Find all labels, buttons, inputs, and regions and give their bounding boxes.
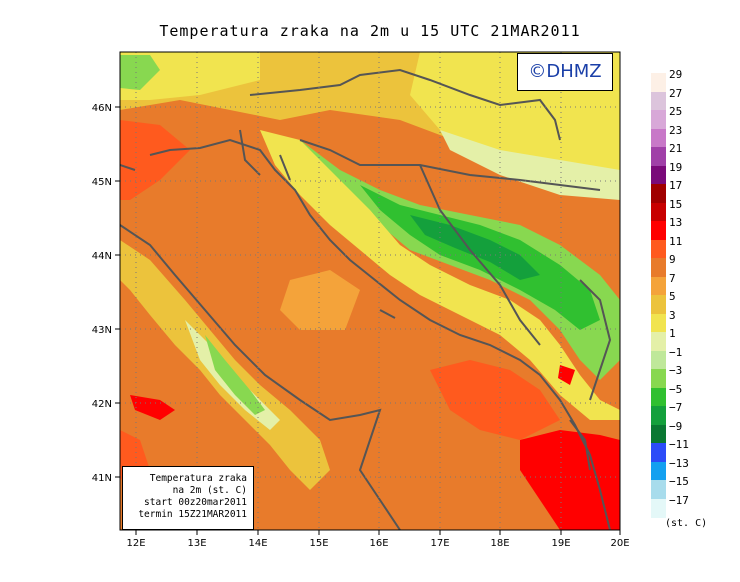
legend-swatch <box>651 91 666 111</box>
lon-label: 19E <box>551 538 570 549</box>
info-line: na 2m (st. C) <box>172 485 247 496</box>
lon-label: 17E <box>430 538 449 549</box>
legend-swatch <box>651 498 666 518</box>
legend-swatch <box>651 165 666 185</box>
legend-label: 19 <box>669 160 683 174</box>
dhmz-brand-label: ©DHMZ <box>517 53 613 91</box>
legend-label: −5 <box>669 382 683 396</box>
grid-lines <box>120 52 620 530</box>
legend-swatch <box>651 350 666 370</box>
legend-label: 25 <box>669 105 683 118</box>
lon-label: 18E <box>490 538 509 549</box>
legend-label: 15 <box>669 197 683 211</box>
legend-swatch <box>651 387 666 407</box>
legend-swatch <box>651 147 666 166</box>
lon-label: 20E <box>610 538 629 549</box>
legend-swatch <box>651 202 666 222</box>
legend-label: −17 <box>669 493 689 507</box>
lat-label: 41N <box>92 473 112 484</box>
info-line: termin 15Z21MAR2011 <box>138 509 247 520</box>
legend-swatch <box>651 332 666 351</box>
plot-frame <box>119 51 621 531</box>
legend-label: 23 <box>669 123 683 137</box>
legend-swatch <box>651 184 666 203</box>
legend-label: 1 <box>669 327 676 340</box>
legend-units: (st. C) <box>665 518 708 529</box>
legend-swatch <box>651 443 666 462</box>
legend-swatch <box>651 480 666 499</box>
lon-label: 14E <box>248 538 267 549</box>
legend-label: −3 <box>669 364 683 377</box>
legend-label: 3 <box>669 308 676 322</box>
legend-swatch <box>651 276 666 296</box>
lat-label: 44N <box>92 251 112 262</box>
legend-swatch <box>651 110 666 129</box>
legend-swatch <box>651 258 666 277</box>
lat-label: 42N <box>92 399 112 410</box>
legend-label: −15 <box>669 475 689 488</box>
legend-swatch <box>651 461 666 481</box>
legend-label: 27 <box>669 86 683 100</box>
lon-labels: 12E 13E 14E 15E 16E 17E 18E 19E 20E <box>126 538 629 549</box>
legend-label: 29 <box>669 68 683 81</box>
lon-label: 15E <box>309 538 328 549</box>
lon-label: 16E <box>369 538 388 549</box>
legend-label: −1 <box>669 345 683 359</box>
legend-swatch <box>651 295 666 314</box>
legend-label: −11 <box>669 438 689 451</box>
info-box: Temperatura zraka na 2m (st. C) start 00… <box>122 466 254 530</box>
legend-label: −9 <box>669 419 683 433</box>
temperature-field <box>120 52 620 530</box>
lat-label: 45N <box>92 177 112 188</box>
legend-label: −13 <box>669 456 689 470</box>
legend-swatch <box>651 221 666 240</box>
map-title: Temperatura zraka na 2m u 15 UTC 21MAR20… <box>159 22 581 40</box>
legend-label: 9 <box>669 253 676 266</box>
legend-label: 5 <box>669 290 676 303</box>
legend-label: 21 <box>669 142 683 155</box>
legend-swatch <box>651 239 666 259</box>
lat-label: 46N <box>92 103 112 114</box>
lon-label: 12E <box>126 538 145 549</box>
legend-swatch <box>651 313 666 333</box>
coastline-borders <box>120 68 612 530</box>
lat-label: 43N <box>92 325 112 336</box>
legend-label: 17 <box>669 179 683 192</box>
legend-swatch <box>651 73 666 92</box>
info-line: start 00z20mar2011 <box>144 497 247 508</box>
lon-label: 13E <box>187 538 206 549</box>
axis-ticks <box>115 106 621 535</box>
legend-label: 7 <box>669 271 676 285</box>
legend-label: −7 <box>669 401 683 414</box>
legend-label: 13 <box>669 216 683 229</box>
legend-swatch <box>651 128 666 148</box>
legend-swatch <box>651 406 666 425</box>
legend-label: 11 <box>669 234 683 248</box>
lat-labels: 46N 45N 44N 43N 42N 41N <box>92 103 112 484</box>
info-line: Temperatura zraka <box>149 473 247 484</box>
legend-swatch <box>651 424 666 444</box>
legend-swatch <box>651 369 666 388</box>
